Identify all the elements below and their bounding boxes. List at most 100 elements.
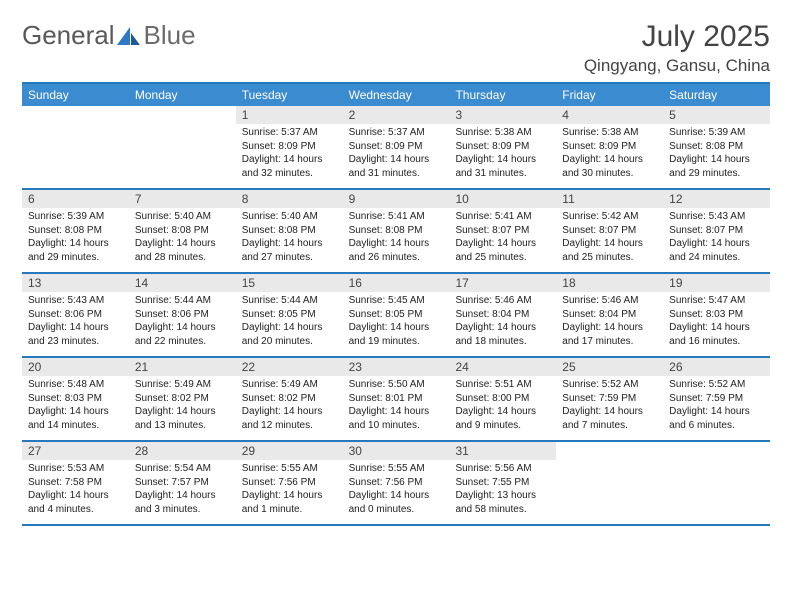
weekday-header: Friday [556,84,663,106]
day-number: 28 [129,442,236,460]
calendar-day-cell: 29Sunrise: 5:55 AMSunset: 7:56 PMDayligh… [236,442,343,524]
day-details: Sunrise: 5:52 AMSunset: 7:59 PMDaylight:… [663,376,770,436]
calendar-day-cell: 6Sunrise: 5:39 AMSunset: 8:08 PMDaylight… [22,190,129,272]
calendar-day-cell [22,106,129,188]
calendar-day-cell [129,106,236,188]
calendar-day-cell: 27Sunrise: 5:53 AMSunset: 7:58 PMDayligh… [22,442,129,524]
day-number: 4 [556,106,663,124]
day-number: 14 [129,274,236,292]
calendar-day-cell: 7Sunrise: 5:40 AMSunset: 8:08 PMDaylight… [129,190,236,272]
day-details: Sunrise: 5:55 AMSunset: 7:56 PMDaylight:… [343,460,450,520]
calendar-day-cell: 5Sunrise: 5:39 AMSunset: 8:08 PMDaylight… [663,106,770,188]
calendar-day-cell: 14Sunrise: 5:44 AMSunset: 8:06 PMDayligh… [129,274,236,356]
day-details: Sunrise: 5:40 AMSunset: 8:08 PMDaylight:… [236,208,343,268]
calendar-week-row: 27Sunrise: 5:53 AMSunset: 7:58 PMDayligh… [22,442,770,526]
day-details: Sunrise: 5:51 AMSunset: 8:00 PMDaylight:… [449,376,556,436]
day-number: 30 [343,442,450,460]
location-label: Qingyang, Gansu, China [584,56,770,76]
logo: General Blue [22,20,196,51]
calendar-week-row: 1Sunrise: 5:37 AMSunset: 8:09 PMDaylight… [22,106,770,190]
day-number: 16 [343,274,450,292]
day-details: Sunrise: 5:37 AMSunset: 8:09 PMDaylight:… [236,124,343,184]
day-details: Sunrise: 5:39 AMSunset: 8:08 PMDaylight:… [22,208,129,268]
day-number [663,442,770,460]
calendar-day-cell: 3Sunrise: 5:38 AMSunset: 8:09 PMDaylight… [449,106,556,188]
day-number: 18 [556,274,663,292]
calendar-week-row: 13Sunrise: 5:43 AMSunset: 8:06 PMDayligh… [22,274,770,358]
day-details: Sunrise: 5:55 AMSunset: 7:56 PMDaylight:… [236,460,343,520]
day-number: 20 [22,358,129,376]
calendar-day-cell: 2Sunrise: 5:37 AMSunset: 8:09 PMDaylight… [343,106,450,188]
day-number: 7 [129,190,236,208]
day-details: Sunrise: 5:43 AMSunset: 8:06 PMDaylight:… [22,292,129,352]
calendar-day-cell: 23Sunrise: 5:50 AMSunset: 8:01 PMDayligh… [343,358,450,440]
day-number: 17 [449,274,556,292]
day-number: 9 [343,190,450,208]
day-details: Sunrise: 5:45 AMSunset: 8:05 PMDaylight:… [343,292,450,352]
day-details: Sunrise: 5:46 AMSunset: 8:04 PMDaylight:… [449,292,556,352]
calendar-day-cell: 13Sunrise: 5:43 AMSunset: 8:06 PMDayligh… [22,274,129,356]
calendar-day-cell: 21Sunrise: 5:49 AMSunset: 8:02 PMDayligh… [129,358,236,440]
day-number: 24 [449,358,556,376]
logo-text-2: Blue [144,20,196,51]
weekday-header: Monday [129,84,236,106]
calendar-week-row: 6Sunrise: 5:39 AMSunset: 8:08 PMDaylight… [22,190,770,274]
day-details: Sunrise: 5:41 AMSunset: 8:08 PMDaylight:… [343,208,450,268]
day-number: 27 [22,442,129,460]
calendar-day-cell: 26Sunrise: 5:52 AMSunset: 7:59 PMDayligh… [663,358,770,440]
calendar: SundayMondayTuesdayWednesdayThursdayFrid… [22,82,770,526]
weekday-header-row: SundayMondayTuesdayWednesdayThursdayFrid… [22,84,770,106]
day-number: 21 [129,358,236,376]
day-details: Sunrise: 5:38 AMSunset: 8:09 PMDaylight:… [449,124,556,184]
calendar-day-cell: 31Sunrise: 5:56 AMSunset: 7:55 PMDayligh… [449,442,556,524]
day-number: 6 [22,190,129,208]
weekday-header: Tuesday [236,84,343,106]
day-number: 3 [449,106,556,124]
day-details: Sunrise: 5:39 AMSunset: 8:08 PMDaylight:… [663,124,770,184]
day-details: Sunrise: 5:49 AMSunset: 8:02 PMDaylight:… [129,376,236,436]
calendar-grid: 1Sunrise: 5:37 AMSunset: 8:09 PMDaylight… [22,106,770,526]
calendar-day-cell: 16Sunrise: 5:45 AMSunset: 8:05 PMDayligh… [343,274,450,356]
day-details: Sunrise: 5:42 AMSunset: 8:07 PMDaylight:… [556,208,663,268]
day-number: 11 [556,190,663,208]
calendar-day-cell: 12Sunrise: 5:43 AMSunset: 8:07 PMDayligh… [663,190,770,272]
calendar-day-cell: 20Sunrise: 5:48 AMSunset: 8:03 PMDayligh… [22,358,129,440]
calendar-day-cell: 4Sunrise: 5:38 AMSunset: 8:09 PMDaylight… [556,106,663,188]
day-details: Sunrise: 5:49 AMSunset: 8:02 PMDaylight:… [236,376,343,436]
day-details: Sunrise: 5:37 AMSunset: 8:09 PMDaylight:… [343,124,450,184]
day-number [556,442,663,460]
day-details: Sunrise: 5:56 AMSunset: 7:55 PMDaylight:… [449,460,556,520]
day-details: Sunrise: 5:44 AMSunset: 8:06 PMDaylight:… [129,292,236,352]
calendar-day-cell: 30Sunrise: 5:55 AMSunset: 7:56 PMDayligh… [343,442,450,524]
calendar-day-cell: 28Sunrise: 5:54 AMSunset: 7:57 PMDayligh… [129,442,236,524]
weekday-header: Sunday [22,84,129,106]
calendar-day-cell: 9Sunrise: 5:41 AMSunset: 8:08 PMDaylight… [343,190,450,272]
calendar-day-cell: 25Sunrise: 5:52 AMSunset: 7:59 PMDayligh… [556,358,663,440]
day-number: 15 [236,274,343,292]
logo-text-1: General [22,20,115,51]
calendar-day-cell: 8Sunrise: 5:40 AMSunset: 8:08 PMDaylight… [236,190,343,272]
calendar-day-cell: 24Sunrise: 5:51 AMSunset: 8:00 PMDayligh… [449,358,556,440]
calendar-week-row: 20Sunrise: 5:48 AMSunset: 8:03 PMDayligh… [22,358,770,442]
day-details: Sunrise: 5:47 AMSunset: 8:03 PMDaylight:… [663,292,770,352]
calendar-day-cell: 17Sunrise: 5:46 AMSunset: 8:04 PMDayligh… [449,274,556,356]
day-number: 22 [236,358,343,376]
calendar-day-cell: 22Sunrise: 5:49 AMSunset: 8:02 PMDayligh… [236,358,343,440]
day-details: Sunrise: 5:38 AMSunset: 8:09 PMDaylight:… [556,124,663,184]
day-details [22,124,129,130]
day-number: 10 [449,190,556,208]
day-number: 26 [663,358,770,376]
day-details: Sunrise: 5:54 AMSunset: 7:57 PMDaylight:… [129,460,236,520]
day-details: Sunrise: 5:50 AMSunset: 8:01 PMDaylight:… [343,376,450,436]
calendar-day-cell: 18Sunrise: 5:46 AMSunset: 8:04 PMDayligh… [556,274,663,356]
day-details: Sunrise: 5:52 AMSunset: 7:59 PMDaylight:… [556,376,663,436]
day-number: 23 [343,358,450,376]
calendar-day-cell: 1Sunrise: 5:37 AMSunset: 8:09 PMDaylight… [236,106,343,188]
calendar-day-cell: 19Sunrise: 5:47 AMSunset: 8:03 PMDayligh… [663,274,770,356]
day-number: 19 [663,274,770,292]
calendar-day-cell: 15Sunrise: 5:44 AMSunset: 8:05 PMDayligh… [236,274,343,356]
day-number: 12 [663,190,770,208]
day-details: Sunrise: 5:40 AMSunset: 8:08 PMDaylight:… [129,208,236,268]
day-details [556,460,663,466]
day-details: Sunrise: 5:44 AMSunset: 8:05 PMDaylight:… [236,292,343,352]
